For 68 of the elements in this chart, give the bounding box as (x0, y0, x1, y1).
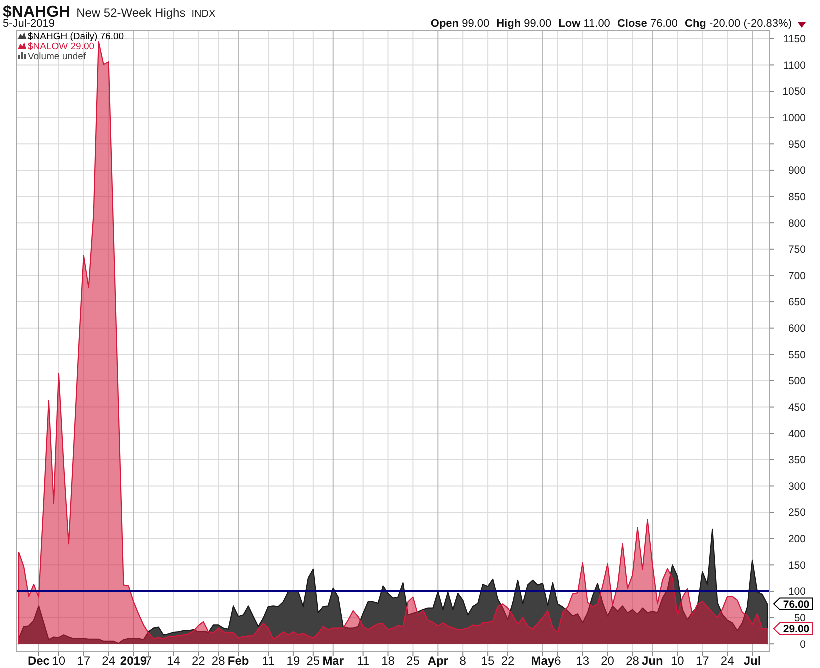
y-tick-label: 900 (788, 165, 806, 178)
y-tick-label: 0 (800, 638, 806, 651)
legend-label: $NALOW 29.00 (28, 42, 95, 52)
y-tick-label: 550 (788, 349, 806, 362)
y-tick-label: 100 (788, 586, 806, 598)
y-tick-label: 850 (788, 191, 806, 204)
x-tick-label: 10 (671, 654, 685, 668)
x-tick-label: Apr (428, 654, 449, 668)
y-tick-label: 600 (788, 323, 806, 336)
data-label: 29.00 (783, 624, 810, 636)
y-tick-label: 1050 (782, 86, 806, 98)
x-tick-label: Jul (744, 654, 762, 668)
x-tick-label: 25 (406, 654, 420, 668)
x-tick-label: 24 (102, 654, 116, 668)
y-tick-label: 250 (788, 507, 806, 520)
text: Close 76.00 (617, 18, 678, 30)
x-tick-label: 8 (460, 654, 467, 668)
text: 5-Jul-2019 (3, 18, 55, 30)
y-tick-label: 1150 (783, 34, 806, 46)
x-tick-label: Jun (642, 654, 664, 668)
y-tick-label: 400 (788, 428, 806, 440)
y-tick-label: 750 (788, 244, 806, 256)
x-tick-label: 20 (601, 654, 615, 668)
y-tick-label: 650 (788, 296, 806, 309)
y-tick-label: 950 (788, 138, 806, 151)
annotation: Volume undef (28, 52, 86, 62)
x-tick-label: May (531, 654, 555, 668)
x-tick-label: 14 (167, 654, 181, 668)
y-tick-label: 450 (788, 402, 806, 414)
chart-subtitle: New 52-Week Highs (76, 6, 186, 20)
y-tick-label: 150 (788, 560, 806, 572)
x-tick-label: Dec (28, 654, 50, 668)
x-tick-label: 28 (212, 654, 226, 668)
y-tick-label: 700 (788, 270, 806, 282)
x-tick-label: 17 (77, 654, 91, 668)
x-tick-label: 15 (481, 654, 496, 668)
data-label: 76.00 (783, 598, 810, 611)
x-tick-label: 10 (52, 654, 66, 668)
y-tick-label: 300 (788, 480, 806, 493)
x-tick-label: 25 (306, 654, 320, 668)
y-tick-label: 1100 (783, 60, 806, 72)
x-tick-label: 11 (262, 654, 276, 668)
y-tick-label: 200 (788, 534, 806, 546)
y-tick-label: 50 (794, 612, 806, 624)
x-tick-label: 24 (720, 654, 735, 668)
text: Low 11.00 (558, 18, 610, 30)
legend-label: $NAHGH (Daily) 76.00 (28, 32, 124, 42)
text: Chg -20.00 (-20.83%) (685, 18, 792, 30)
text: High 99.00 (496, 18, 552, 30)
x-tick-label: 22 (501, 654, 516, 668)
x-tick-label: 11 (357, 654, 370, 668)
x-tick-label: 6 (554, 654, 562, 668)
y-tick-label: 500 (788, 376, 806, 388)
y-tick-label: 350 (788, 454, 806, 467)
x-tick-label: 22 (192, 654, 206, 668)
x-tick-label: 17 (696, 654, 710, 668)
x-tick-label: 2019 (120, 654, 148, 668)
y-tick-label: 1000 (782, 112, 806, 125)
text: Open 99.00 (430, 18, 490, 30)
x-tick-label: 7 (145, 654, 152, 668)
x-tick-label: 13 (576, 654, 590, 668)
y-tick-label: 800 (788, 218, 806, 230)
x-tick-label: 28 (626, 654, 640, 668)
x-tick-label: Feb (228, 654, 250, 668)
x-tick-label: 19 (286, 654, 300, 668)
text: INDX (192, 9, 216, 20)
x-tick-label: 18 (382, 654, 396, 668)
x-tick-label: Mar (322, 654, 344, 668)
